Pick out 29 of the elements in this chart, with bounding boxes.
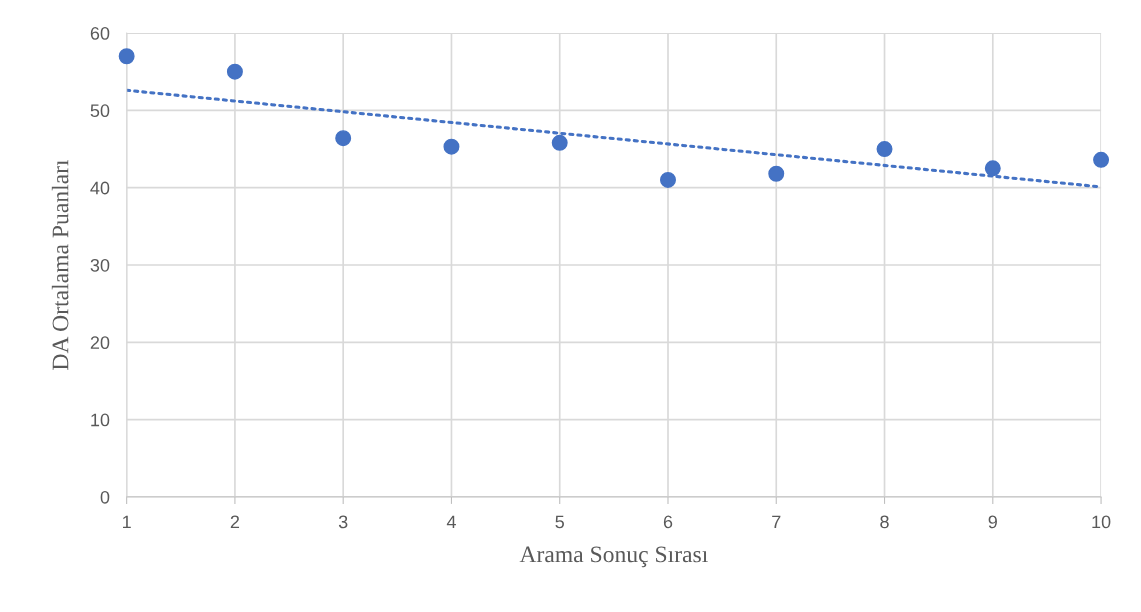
- x-tick-label: 10: [1092, 515, 1111, 529]
- y-tick-label: 30: [90, 258, 110, 272]
- point: [118, 48, 135, 65]
- point: [335, 130, 352, 147]
- y-tick-label: 50: [90, 104, 110, 118]
- point: [984, 160, 1001, 177]
- x-tick-label: 5: [555, 515, 564, 529]
- x-tick-label: 7: [772, 515, 781, 529]
- point: [551, 134, 568, 151]
- point: [1093, 151, 1110, 168]
- x-tick-label: 9: [988, 515, 997, 529]
- y-axis-title: DA Ortalama Puanları: [51, 159, 69, 370]
- y-tick-label: 0: [100, 490, 110, 504]
- x-axis-title: Arama Sonuç Sırası: [519, 546, 708, 568]
- y-tick-label: 10: [91, 413, 110, 427]
- y-tick-label: 40: [90, 181, 110, 195]
- point: [876, 141, 893, 158]
- x-tick-label: 3: [338, 515, 348, 529]
- point: [768, 165, 785, 182]
- x-tick-label: 2: [230, 515, 240, 529]
- x-tick-label: 1: [123, 515, 131, 529]
- point: [660, 171, 676, 188]
- point: [443, 138, 460, 155]
- x-tick-label: 8: [880, 515, 889, 529]
- y-tick-label: 60: [90, 26, 110, 40]
- x-tick-label: 4: [446, 515, 456, 529]
- x-tick-label: 6: [663, 515, 673, 529]
- point: [226, 63, 243, 80]
- y-tick-label: 20: [90, 336, 110, 350]
